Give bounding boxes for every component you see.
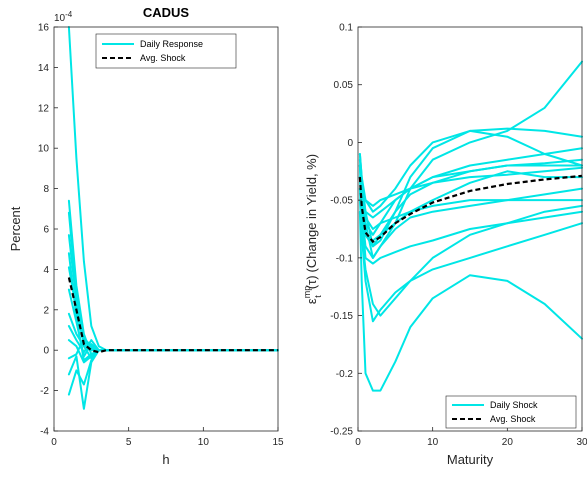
- left-series-group: [67, 26, 279, 410]
- left-y-tick-label: 16: [38, 23, 50, 34]
- left-y-tick-label: 8: [43, 184, 49, 195]
- right-daily-series-13: [358, 170, 583, 230]
- right-y-tick-label: -0.2: [336, 369, 354, 380]
- left-y-tick-label: 14: [38, 63, 50, 74]
- right-y-tick-label: -0.05: [330, 196, 353, 207]
- right-legend-avg-label: Avg. Shock: [490, 414, 536, 424]
- right-y-tick-label: 0.1: [339, 23, 353, 34]
- left-y-axis-label: Percent: [8, 206, 23, 251]
- left-x-axis-label: h: [162, 452, 169, 467]
- right-x-tick-label: 10: [427, 437, 439, 448]
- left-y-tick-label: 2: [43, 305, 49, 316]
- right-y-tick-label: -0.1: [336, 253, 354, 264]
- right-x-tick-label: 20: [502, 437, 514, 448]
- left-x-tick-label: 10: [198, 437, 210, 448]
- right-avg-series: [358, 174, 583, 244]
- right-x-tick-label: 30: [576, 437, 587, 448]
- right-x-axis-label: Maturity: [447, 452, 494, 467]
- right-daily-series-9: [358, 187, 583, 323]
- right-y-tick-label: 0.05: [334, 80, 354, 91]
- left-y-tick-label: 6: [43, 225, 49, 236]
- right-y-axis-label: εmpt (τ) (Change in Yield, %): [302, 154, 323, 304]
- left-x-tick-label: 0: [51, 437, 57, 448]
- right-y-epsilon: ε: [304, 298, 319, 304]
- left-y-exponent-power: -4: [65, 10, 73, 19]
- right-daily-series-4: [358, 164, 583, 236]
- left-y-exponent-base: 10: [54, 13, 66, 24]
- right-y-tick-label: -0.25: [330, 427, 353, 438]
- left-legend-avg-label: Avg. Shock: [140, 53, 186, 63]
- left-legend: Daily Response Avg. Shock: [95, 33, 237, 69]
- right-y-arg: (τ): [304, 275, 319, 289]
- left-y-tick-label: 12: [38, 103, 50, 114]
- right-ticks-group: 0 10 20 30 -0.25 -0.2 -0.15 -0.1 -0.05 0 0.05 0.1: [330, 23, 587, 449]
- left-legend-daily-label: Daily Response: [140, 39, 203, 49]
- right-y-text: (Change in Yield, %): [304, 154, 319, 273]
- left-y-tick-label: -2: [40, 386, 49, 397]
- left-chart-title: CADUS: [143, 5, 190, 20]
- left-axes-box: [53, 26, 279, 432]
- right-y-tick-label: 0: [347, 138, 353, 149]
- left-y-exponent: 10-4: [54, 10, 73, 24]
- right-legend-daily-label: Daily Shock: [490, 400, 538, 410]
- right-daily-series-12: [358, 153, 583, 207]
- left-y-tick-label: 10: [38, 144, 50, 155]
- left-x-tick-label: 5: [126, 437, 132, 448]
- right-y-sup: mp: [302, 286, 312, 299]
- right-legend: Daily Shock Avg. Shock: [445, 395, 577, 429]
- left-x-tick-label: 15: [272, 437, 284, 448]
- right-legend-box: [445, 395, 577, 429]
- left-avg-series: [67, 277, 278, 354]
- right-x-tick-label: 0: [355, 437, 361, 448]
- right-axes-box: [357, 26, 583, 432]
- right-chart: 0 10 20 30 -0.25 -0.2 -0.15 -0.1 -0.05 0 0.05 0.1 M…: [302, 23, 587, 468]
- left-legend-box: [95, 33, 237, 69]
- right-y-tick-label: -0.15: [330, 311, 353, 322]
- right-y-sub: t: [313, 295, 323, 298]
- left-y-tick-label: 0: [43, 346, 49, 357]
- right-series-group: [358, 60, 583, 392]
- left-y-tick-label: 4: [43, 265, 49, 276]
- left-y-tick-label: -4: [40, 427, 49, 438]
- right-daily-series-10: [358, 210, 583, 392]
